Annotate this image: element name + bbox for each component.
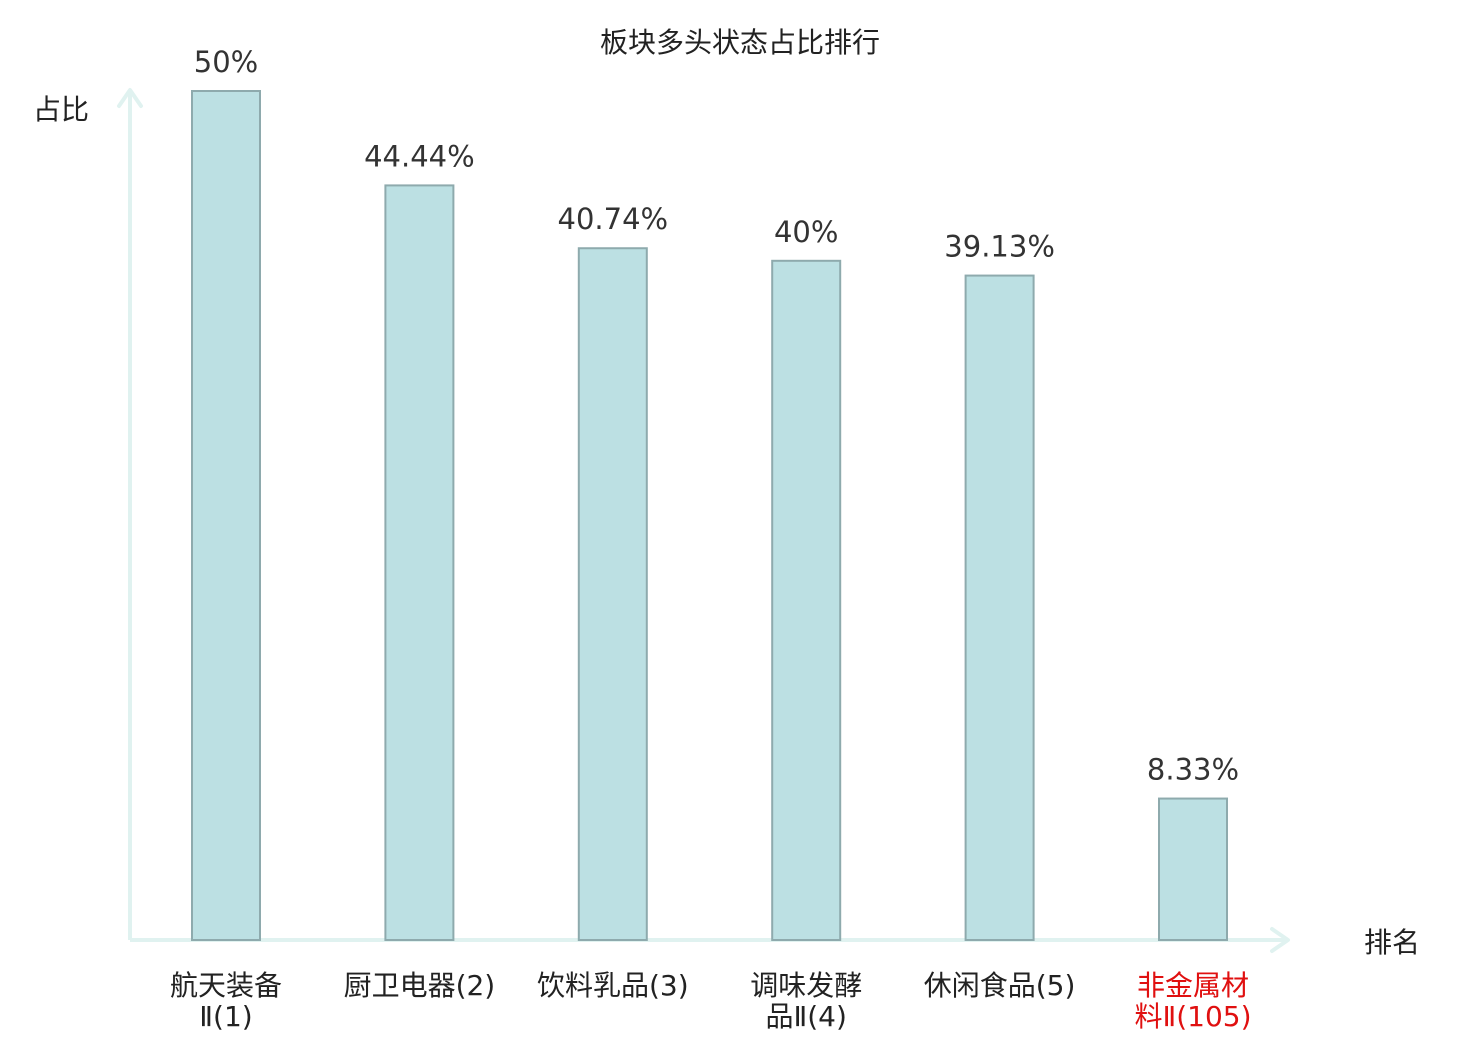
y-axis [117, 88, 143, 940]
x-tick-label: 非金属材 [1137, 969, 1249, 1002]
bar-value-label: 50% [194, 45, 258, 79]
x-tick-label: 调味发酵 [750, 969, 862, 1002]
x-axis [130, 927, 1290, 953]
bar [771, 259, 842, 941]
bar [1158, 797, 1228, 941]
x-tick-label: 料Ⅱ(105) [1134, 1000, 1251, 1033]
bars [191, 90, 1228, 942]
bar [964, 274, 1035, 942]
bar-value-label: 44.44% [364, 139, 475, 173]
bar-value-label: 39.13% [944, 230, 1055, 264]
bar [577, 247, 648, 941]
x-axis-label: 排名 [1364, 926, 1420, 959]
bar [191, 90, 261, 941]
x-tick-label: 品Ⅱ(4) [765, 1000, 846, 1033]
value-labels: 50% 44.44% 40.74% 40% 39.13% 8.33% [194, 45, 1239, 787]
bar-value-label: 8.33% [1147, 753, 1239, 787]
x-tick-label: 休闲食品(5) [924, 969, 1076, 1002]
bar [384, 184, 455, 941]
x-tick-label: 饮料乳品(3) [537, 969, 689, 1002]
x-tick-label: 厨卫电器(2) [344, 969, 496, 1002]
chart-title: 板块多头状态占比排行 [600, 26, 880, 59]
bar-value-label: 40% [774, 215, 838, 249]
y-axis-label: 占比 [33, 93, 89, 126]
x-tick-label: Ⅱ(1) [199, 1000, 252, 1033]
x-tick-label: 航天装备 [170, 969, 282, 1002]
bar-value-label: 40.74% [558, 202, 669, 236]
